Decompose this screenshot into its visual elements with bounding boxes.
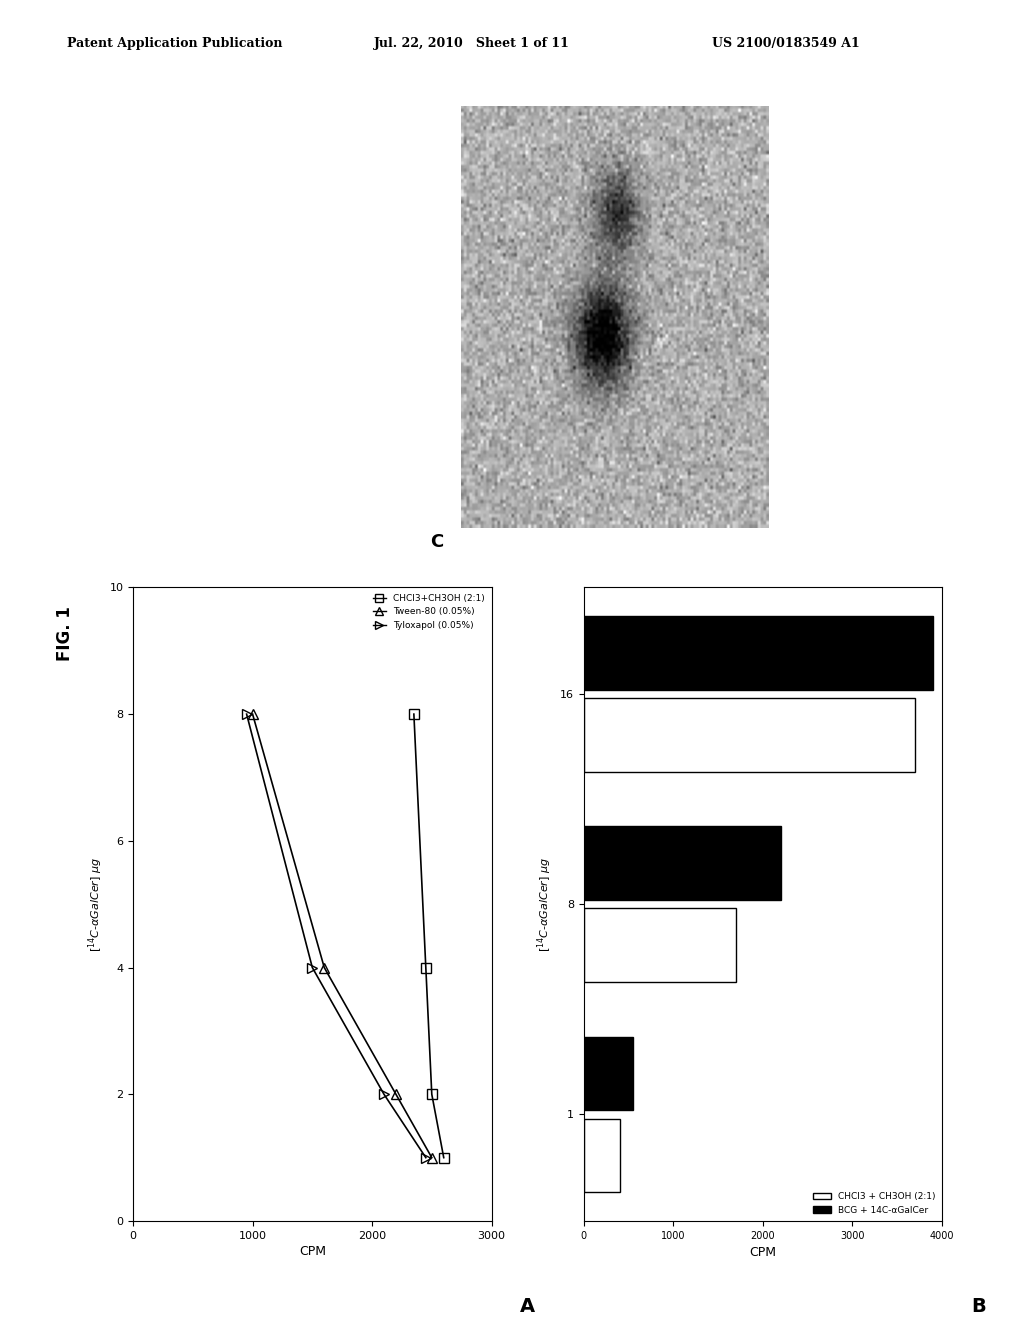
- Legend: CHCl3 + CH3OH (2:1), BCG + 14C-αGalCer: CHCl3 + CH3OH (2:1), BCG + 14C-αGalCer: [811, 1191, 938, 1217]
- Text: C: C: [430, 533, 443, 552]
- Text: FIG. 1: FIG. 1: [56, 606, 75, 661]
- Bar: [584, 826, 780, 900]
- Tyloxapol (0.05%): [306, 960, 318, 975]
- Tween-80 (0.05%): [247, 706, 259, 722]
- Tween-80 (0.05%): [426, 1150, 438, 1166]
- Line: Tyloxapol (0.05%): Tyloxapol (0.05%): [242, 709, 431, 1163]
- Text: Jul. 22, 2010   Sheet 1 of 11: Jul. 22, 2010 Sheet 1 of 11: [374, 37, 569, 50]
- CHCl3+CH3OH (2:1): [437, 1150, 450, 1166]
- Tyloxapol (0.05%): [241, 706, 253, 722]
- Text: US 2100/0183549 A1: US 2100/0183549 A1: [712, 37, 859, 50]
- Y-axis label: $[^{14}C\text{-}\alpha GalCer]\ \mu g$: $[^{14}C\text{-}\alpha GalCer]\ \mu g$: [87, 857, 105, 952]
- Tween-80 (0.05%): [318, 960, 331, 975]
- Bar: [584, 908, 736, 982]
- Line: CHCl3+CH3OH (2:1): CHCl3+CH3OH (2:1): [409, 709, 449, 1163]
- Tyloxapol (0.05%): [378, 1086, 390, 1102]
- CHCl3+CH3OH (2:1): [426, 1086, 438, 1102]
- Text: B: B: [971, 1298, 985, 1316]
- Bar: [584, 698, 915, 772]
- Legend: CHCl3+CH3OH (2:1), Tween-80 (0.05%), Tyloxapol (0.05%): CHCl3+CH3OH (2:1), Tween-80 (0.05%), Tyl…: [371, 591, 487, 631]
- Bar: [584, 616, 933, 690]
- CHCl3+CH3OH (2:1): [408, 706, 420, 722]
- Y-axis label: $[^{14}C\text{-}\alpha GalCer]\ \mu g$: $[^{14}C\text{-}\alpha GalCer]\ \mu g$: [536, 857, 554, 952]
- Tween-80 (0.05%): [390, 1086, 402, 1102]
- Text: A: A: [520, 1298, 536, 1316]
- Text: Patent Application Publication: Patent Application Publication: [67, 37, 282, 50]
- Bar: [584, 1036, 633, 1110]
- CHCl3+CH3OH (2:1): [420, 960, 432, 975]
- Tyloxapol (0.05%): [420, 1150, 432, 1166]
- X-axis label: CPM: CPM: [750, 1246, 776, 1259]
- Bar: [584, 1118, 620, 1192]
- X-axis label: CPM: CPM: [299, 1245, 326, 1258]
- Line: Tween-80 (0.05%): Tween-80 (0.05%): [248, 709, 436, 1163]
